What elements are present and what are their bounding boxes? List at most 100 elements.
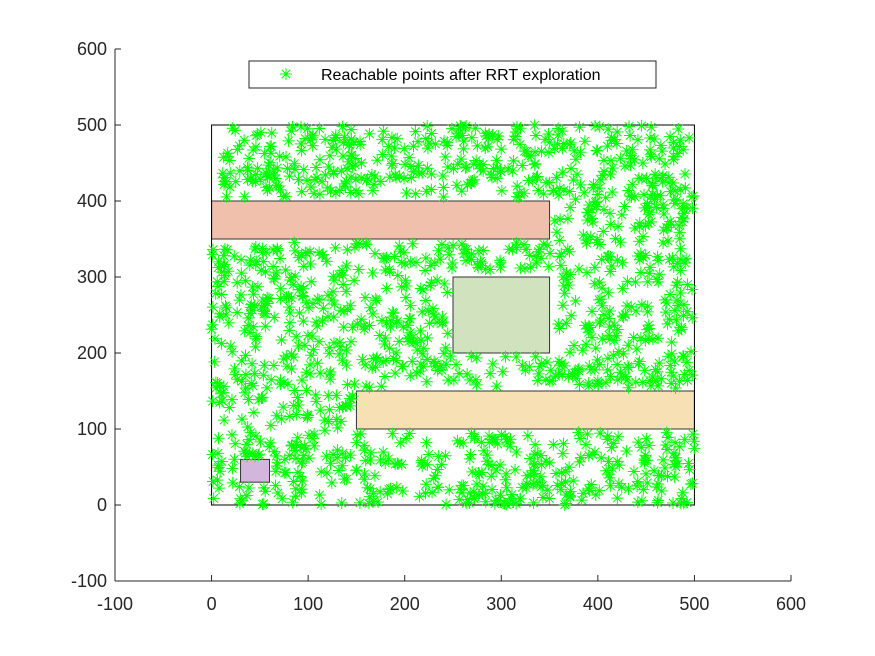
data-point: [594, 238, 607, 251]
data-point: [541, 239, 554, 252]
data-point: [419, 294, 432, 307]
data-point: [580, 338, 593, 351]
data-point: [491, 172, 504, 185]
data-point: [362, 497, 375, 510]
data-point: [485, 470, 498, 483]
data-point: [406, 237, 419, 250]
reachable-points-series: [205, 119, 701, 511]
data-point: [240, 489, 253, 502]
data-point: [490, 154, 503, 167]
data-point: [324, 366, 337, 379]
data-point: [265, 127, 278, 140]
data-point: [239, 274, 252, 287]
data-point: [377, 252, 390, 265]
data-point: [543, 136, 556, 149]
data-point: [285, 363, 298, 376]
data-point: [554, 213, 567, 226]
data-point: [595, 451, 608, 464]
data-point: [574, 146, 587, 159]
data-point: [595, 253, 608, 266]
data-point: [336, 120, 349, 133]
data-point: [333, 184, 346, 197]
data-point: [569, 193, 582, 206]
data-point: [217, 249, 230, 262]
data-point: [510, 497, 523, 510]
data-point: [616, 256, 629, 269]
data-point: [382, 140, 395, 153]
data-point: [393, 335, 406, 348]
data-point: [560, 317, 573, 330]
data-point: [429, 357, 442, 370]
data-point: [593, 293, 606, 306]
data-point: [680, 252, 693, 265]
data-point: [466, 174, 479, 187]
data-point: [551, 137, 564, 150]
data-point: [686, 369, 699, 382]
data-point: [244, 172, 257, 185]
data-point: [542, 146, 555, 159]
data-point: [323, 347, 336, 360]
data-point: [353, 496, 366, 509]
data-point: [226, 476, 239, 489]
data-point: [555, 466, 568, 479]
data-point: [322, 289, 335, 302]
data-point: [529, 438, 542, 451]
data-point: [406, 355, 419, 368]
data-point: [222, 316, 235, 329]
data-point: [611, 492, 624, 505]
data-point: [645, 150, 658, 163]
data-point: [606, 462, 619, 475]
data-point: [270, 450, 283, 463]
data-point: [591, 144, 604, 157]
data-point: [382, 483, 395, 496]
data-point: [598, 165, 611, 178]
data-point: [269, 479, 282, 492]
data-point: [384, 320, 397, 333]
data-point: [596, 282, 609, 295]
data-point: [425, 183, 438, 196]
data-point: [291, 391, 304, 404]
data-point: [329, 131, 342, 144]
data-point: [479, 141, 492, 154]
data-point: [628, 221, 641, 234]
data-point: [291, 431, 304, 444]
data-point: [667, 496, 680, 509]
data-point: [290, 330, 303, 343]
data-point: [655, 372, 668, 385]
data-point: [678, 433, 691, 446]
data-point: [335, 497, 348, 510]
data-point: [303, 452, 316, 465]
data-point: [461, 493, 474, 506]
data-point: [345, 133, 358, 146]
data-point: [450, 179, 463, 192]
data-point: [338, 177, 351, 190]
data-point: [587, 178, 600, 191]
data-point: [268, 169, 281, 182]
data-point: [293, 283, 306, 296]
data-point: [244, 307, 257, 320]
data-point: [476, 487, 489, 500]
x-tick-label: 500: [679, 594, 709, 614]
data-point: [242, 481, 255, 494]
data-point: [245, 298, 258, 311]
data-point: [544, 364, 557, 377]
data-point: [500, 467, 513, 480]
data-point: [314, 367, 327, 380]
data-point: [414, 365, 427, 378]
data-point: [304, 180, 317, 193]
data-point: [207, 492, 220, 505]
data-point: [233, 294, 246, 307]
data-point: [378, 370, 391, 383]
data-point: [409, 125, 422, 138]
data-point: [672, 122, 685, 135]
data-point: [655, 469, 668, 482]
data-point: [300, 296, 313, 309]
data-point: [216, 167, 229, 180]
data-point: [208, 332, 221, 345]
data-point: [457, 247, 470, 260]
data-point: [377, 355, 390, 368]
data-point: [504, 433, 517, 446]
data-point: [663, 253, 676, 266]
data-point: [340, 359, 353, 372]
data-point: [213, 310, 226, 323]
